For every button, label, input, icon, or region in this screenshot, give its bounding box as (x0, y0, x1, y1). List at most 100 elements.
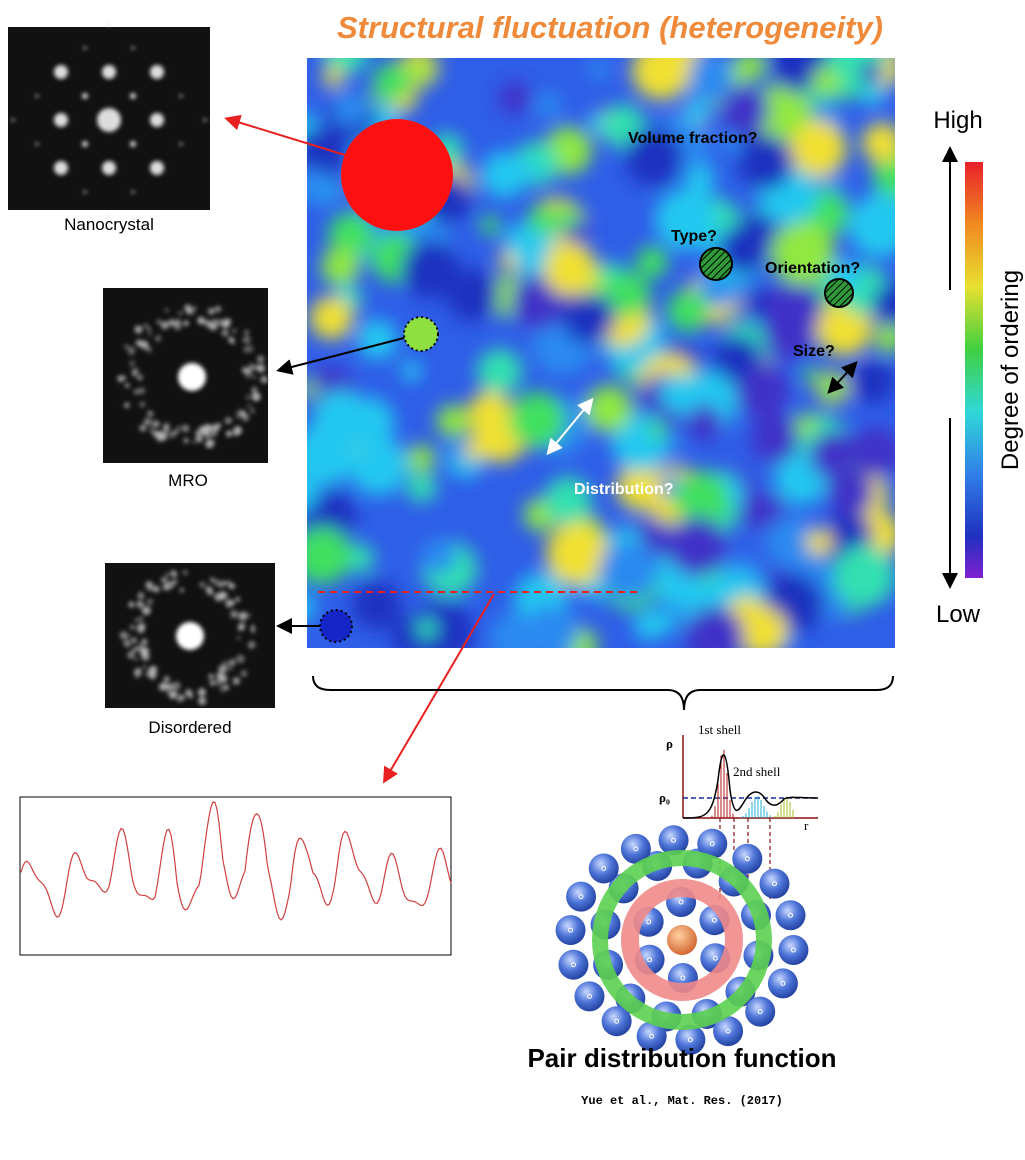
atom (778, 935, 808, 965)
speckle (157, 431, 164, 438)
map-blob (352, 581, 400, 629)
atom-structure (556, 825, 809, 1054)
speckle (123, 640, 131, 648)
map-label: Orientation? (765, 260, 860, 277)
map-blob (556, 205, 579, 228)
speckle (236, 655, 245, 664)
speckle (175, 319, 180, 324)
speckle (241, 670, 248, 677)
map-blob (481, 216, 501, 236)
speckle (152, 420, 160, 428)
speckle (143, 665, 146, 668)
speckle (147, 327, 150, 330)
colorbar-high: High (933, 107, 982, 134)
speckle (237, 636, 240, 639)
citation: Yue et al., Mat. Res. (2017) (581, 1094, 783, 1108)
speckle (170, 571, 175, 576)
figure: Structural fluctuation (heterogeneity) N… (0, 0, 1025, 1160)
speckle (172, 682, 180, 690)
speckle (198, 697, 206, 705)
map-blob (795, 414, 816, 435)
map-blob (684, 100, 708, 124)
map-blob (421, 538, 457, 574)
map-blob (407, 472, 437, 502)
colorbar-label: Degree of ordering (997, 270, 1024, 470)
speckle (224, 318, 231, 325)
speckle (131, 353, 134, 356)
map-blob (833, 545, 895, 607)
pdf-x-label: r (804, 818, 809, 833)
map-blob (634, 610, 665, 641)
speckle (253, 375, 256, 378)
title: Structural fluctuation (heterogeneity) (337, 10, 883, 45)
speckle (136, 601, 143, 608)
speckle (144, 418, 152, 426)
map-blob (735, 51, 765, 81)
speckle (142, 639, 146, 643)
pattern-label: Nanocrystal (64, 215, 154, 234)
speckle (232, 329, 236, 333)
speckle (197, 317, 205, 325)
speckle (165, 309, 168, 312)
speckle (135, 618, 139, 622)
map-label: Volume fraction? (628, 130, 758, 147)
map-blob (667, 290, 709, 332)
speckle (173, 430, 178, 435)
speckle (189, 308, 193, 312)
nanocrystal-region (341, 119, 453, 231)
map-blob (665, 438, 683, 456)
speckle (165, 573, 170, 578)
speckle (148, 332, 152, 336)
speckle (142, 606, 151, 615)
map-label: Distribution? (574, 481, 674, 498)
diffraction-spot (150, 65, 164, 79)
speckle (242, 367, 249, 374)
speckle (132, 368, 139, 375)
speckle (161, 577, 167, 583)
speckle (137, 644, 145, 652)
map-blob (649, 422, 667, 440)
map-blob (686, 405, 722, 441)
speckle (248, 614, 251, 617)
map-blob (720, 86, 768, 134)
speckle (199, 581, 206, 588)
speckle (135, 673, 140, 678)
pattern-label: Disordered (148, 718, 231, 737)
speckle (210, 310, 213, 313)
speckle (141, 652, 149, 660)
diffraction-spot (102, 161, 116, 175)
speckle (248, 641, 256, 649)
speckle (225, 417, 232, 424)
speckle (248, 368, 252, 372)
speckle (144, 324, 148, 328)
map-blob (848, 194, 912, 258)
speckle (129, 360, 135, 366)
pdf-annotation: 1st shell (698, 722, 741, 737)
atom (589, 853, 619, 883)
map-blob (332, 90, 368, 126)
map-blob (686, 606, 745, 665)
map-blob (544, 243, 597, 296)
speckle (208, 674, 213, 679)
speckle (210, 589, 213, 592)
map-blob (481, 152, 528, 199)
speckle (164, 676, 170, 682)
map-blob (534, 92, 561, 119)
map-blob (401, 241, 459, 299)
diffraction-spot (130, 93, 136, 99)
speckle (128, 602, 134, 608)
pdf-reference-label: ρ₀ (659, 790, 670, 805)
speckle (180, 588, 184, 592)
center-atom (667, 925, 697, 955)
map-blob (862, 122, 903, 163)
speckle (239, 621, 245, 627)
speckle (125, 383, 130, 388)
map-blob (401, 360, 422, 381)
speckle (139, 389, 142, 392)
map-label: Size? (793, 343, 835, 360)
speckle (225, 599, 233, 607)
diffraction-spot (97, 108, 121, 132)
map-blob (321, 248, 360, 287)
map-blob (465, 440, 485, 460)
atom (776, 900, 806, 930)
